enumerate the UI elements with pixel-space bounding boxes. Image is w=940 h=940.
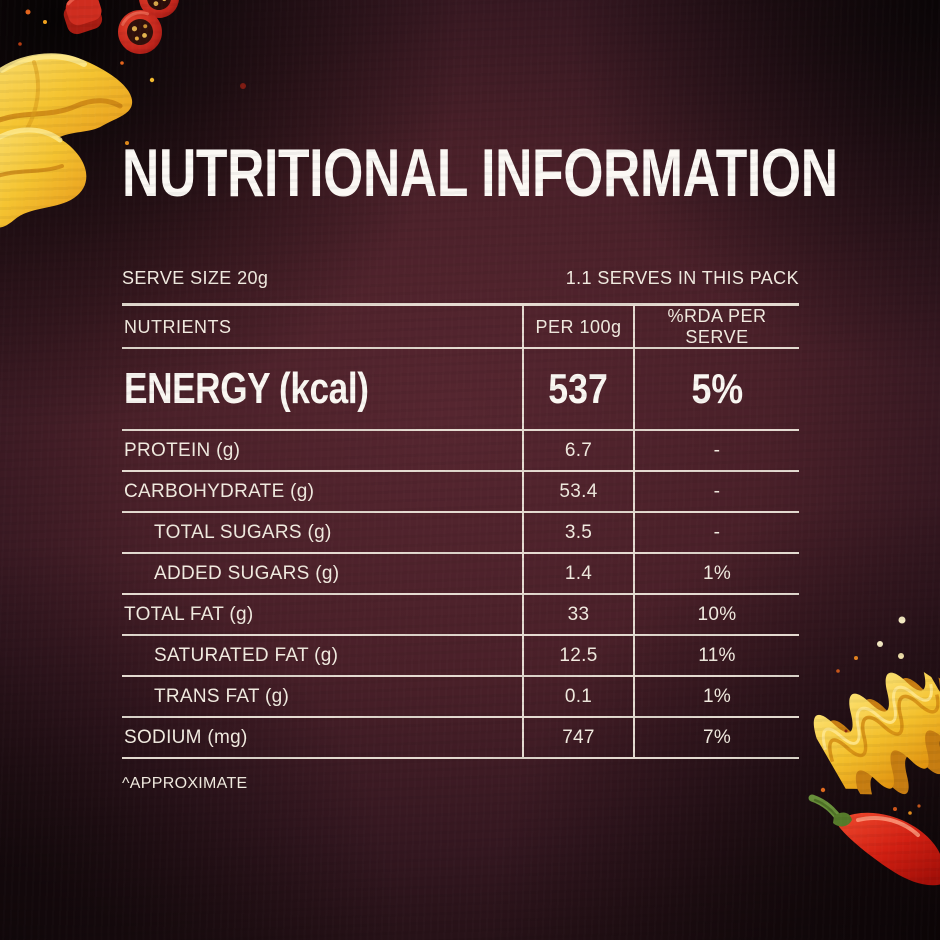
table-row: TOTAL SUGARS (g) 3.5 -	[122, 513, 799, 554]
nutrient-label: SATURATED FAT (g)	[154, 644, 339, 666]
crinkle-chip-image	[813, 672, 940, 795]
nutrient-label: PROTEIN (g)	[124, 439, 241, 461]
nutrient-label: SODIUM (mg)	[124, 726, 248, 748]
energy-label: ENERGY (kcal)	[124, 364, 369, 413]
serves-in-pack-label: 1.1 SERVES IN THIS PACK	[565, 267, 799, 288]
per-100g-value: 33	[522, 595, 633, 634]
rda-value: 10%	[633, 595, 799, 634]
rda-value: -	[633, 472, 799, 511]
rda-value: -	[633, 431, 799, 470]
rda-value: -	[633, 513, 799, 552]
page-title-text: NUTRITIONAL INFORMATION	[122, 135, 838, 211]
nutrient-label: ADDED SUGARS (g)	[154, 562, 340, 584]
table-row: SODIUM (mg) 747 7%	[122, 718, 799, 759]
energy-per-100g: 537	[522, 349, 633, 429]
table-row: TRANS FAT (g) 0.1 1%	[122, 677, 799, 718]
table-rows: PROTEIN (g) 6.7 - CARBOHYDRATE (g) 53.4 …	[122, 431, 799, 759]
nutrient-label: TOTAL SUGARS (g)	[154, 521, 332, 543]
per-100g-value: 3.5	[522, 513, 633, 552]
table-row: SATURATED FAT (g) 12.5 11%	[122, 636, 799, 677]
page-title: NUTRITIONAL INFORMATION	[122, 139, 838, 208]
serve-info-row: SERVE SIZE 20g 1.1 SERVES IN THIS PACK	[122, 266, 799, 290]
per-100g-value: 6.7	[522, 431, 633, 470]
per-100g-value: 1.4	[522, 554, 633, 593]
energy-rda: 5%	[633, 349, 799, 429]
rda-value: 7%	[633, 718, 799, 757]
per-100g-value: 53.4	[522, 472, 633, 511]
footnote: ^APPROXIMATE	[122, 775, 248, 792]
table-row: PROTEIN (g) 6.7 -	[122, 431, 799, 472]
header-per-100g: PER 100g	[522, 306, 633, 348]
table-row: CARBOHYDRATE (g) 53.4 -	[122, 472, 799, 513]
nutrient-label: TOTAL FAT (g)	[124, 603, 254, 625]
panel-content: NUTRITIONAL INFORMATION SERVE SIZE 20g 1…	[122, 139, 838, 793]
per-100g-value: 0.1	[522, 677, 633, 716]
per-100g-value: 12.5	[522, 636, 633, 675]
rda-value: 1%	[633, 677, 799, 716]
nutrient-label: TRANS FAT (g)	[154, 685, 290, 707]
table-header-row: NUTRIENTS PER 100g %RDA PER SERVE	[122, 306, 799, 349]
table-row: ADDED SUGARS (g) 1.4 1%	[122, 554, 799, 595]
table-row: TOTAL FAT (g) 33 10%	[122, 595, 799, 636]
serve-size-label: SERVE SIZE 20g	[122, 267, 269, 288]
chili-slices-image	[63, 0, 179, 54]
header-nutrients: NUTRIENTS	[124, 316, 232, 337]
nutrition-table: NUTRIENTS PER 100g %RDA PER SERVE ENERGY…	[122, 303, 799, 759]
energy-row: ENERGY (kcal) 537 5%	[122, 349, 799, 431]
rda-value: 11%	[633, 636, 799, 675]
header-rda-per-serve: %RDA PER SERVE	[633, 306, 799, 348]
red-chili-pepper-image	[808, 794, 940, 886]
per-100g-value: 747	[522, 718, 633, 757]
nutrient-label: CARBOHYDRATE (g)	[124, 480, 315, 502]
rda-value: 1%	[633, 554, 799, 593]
